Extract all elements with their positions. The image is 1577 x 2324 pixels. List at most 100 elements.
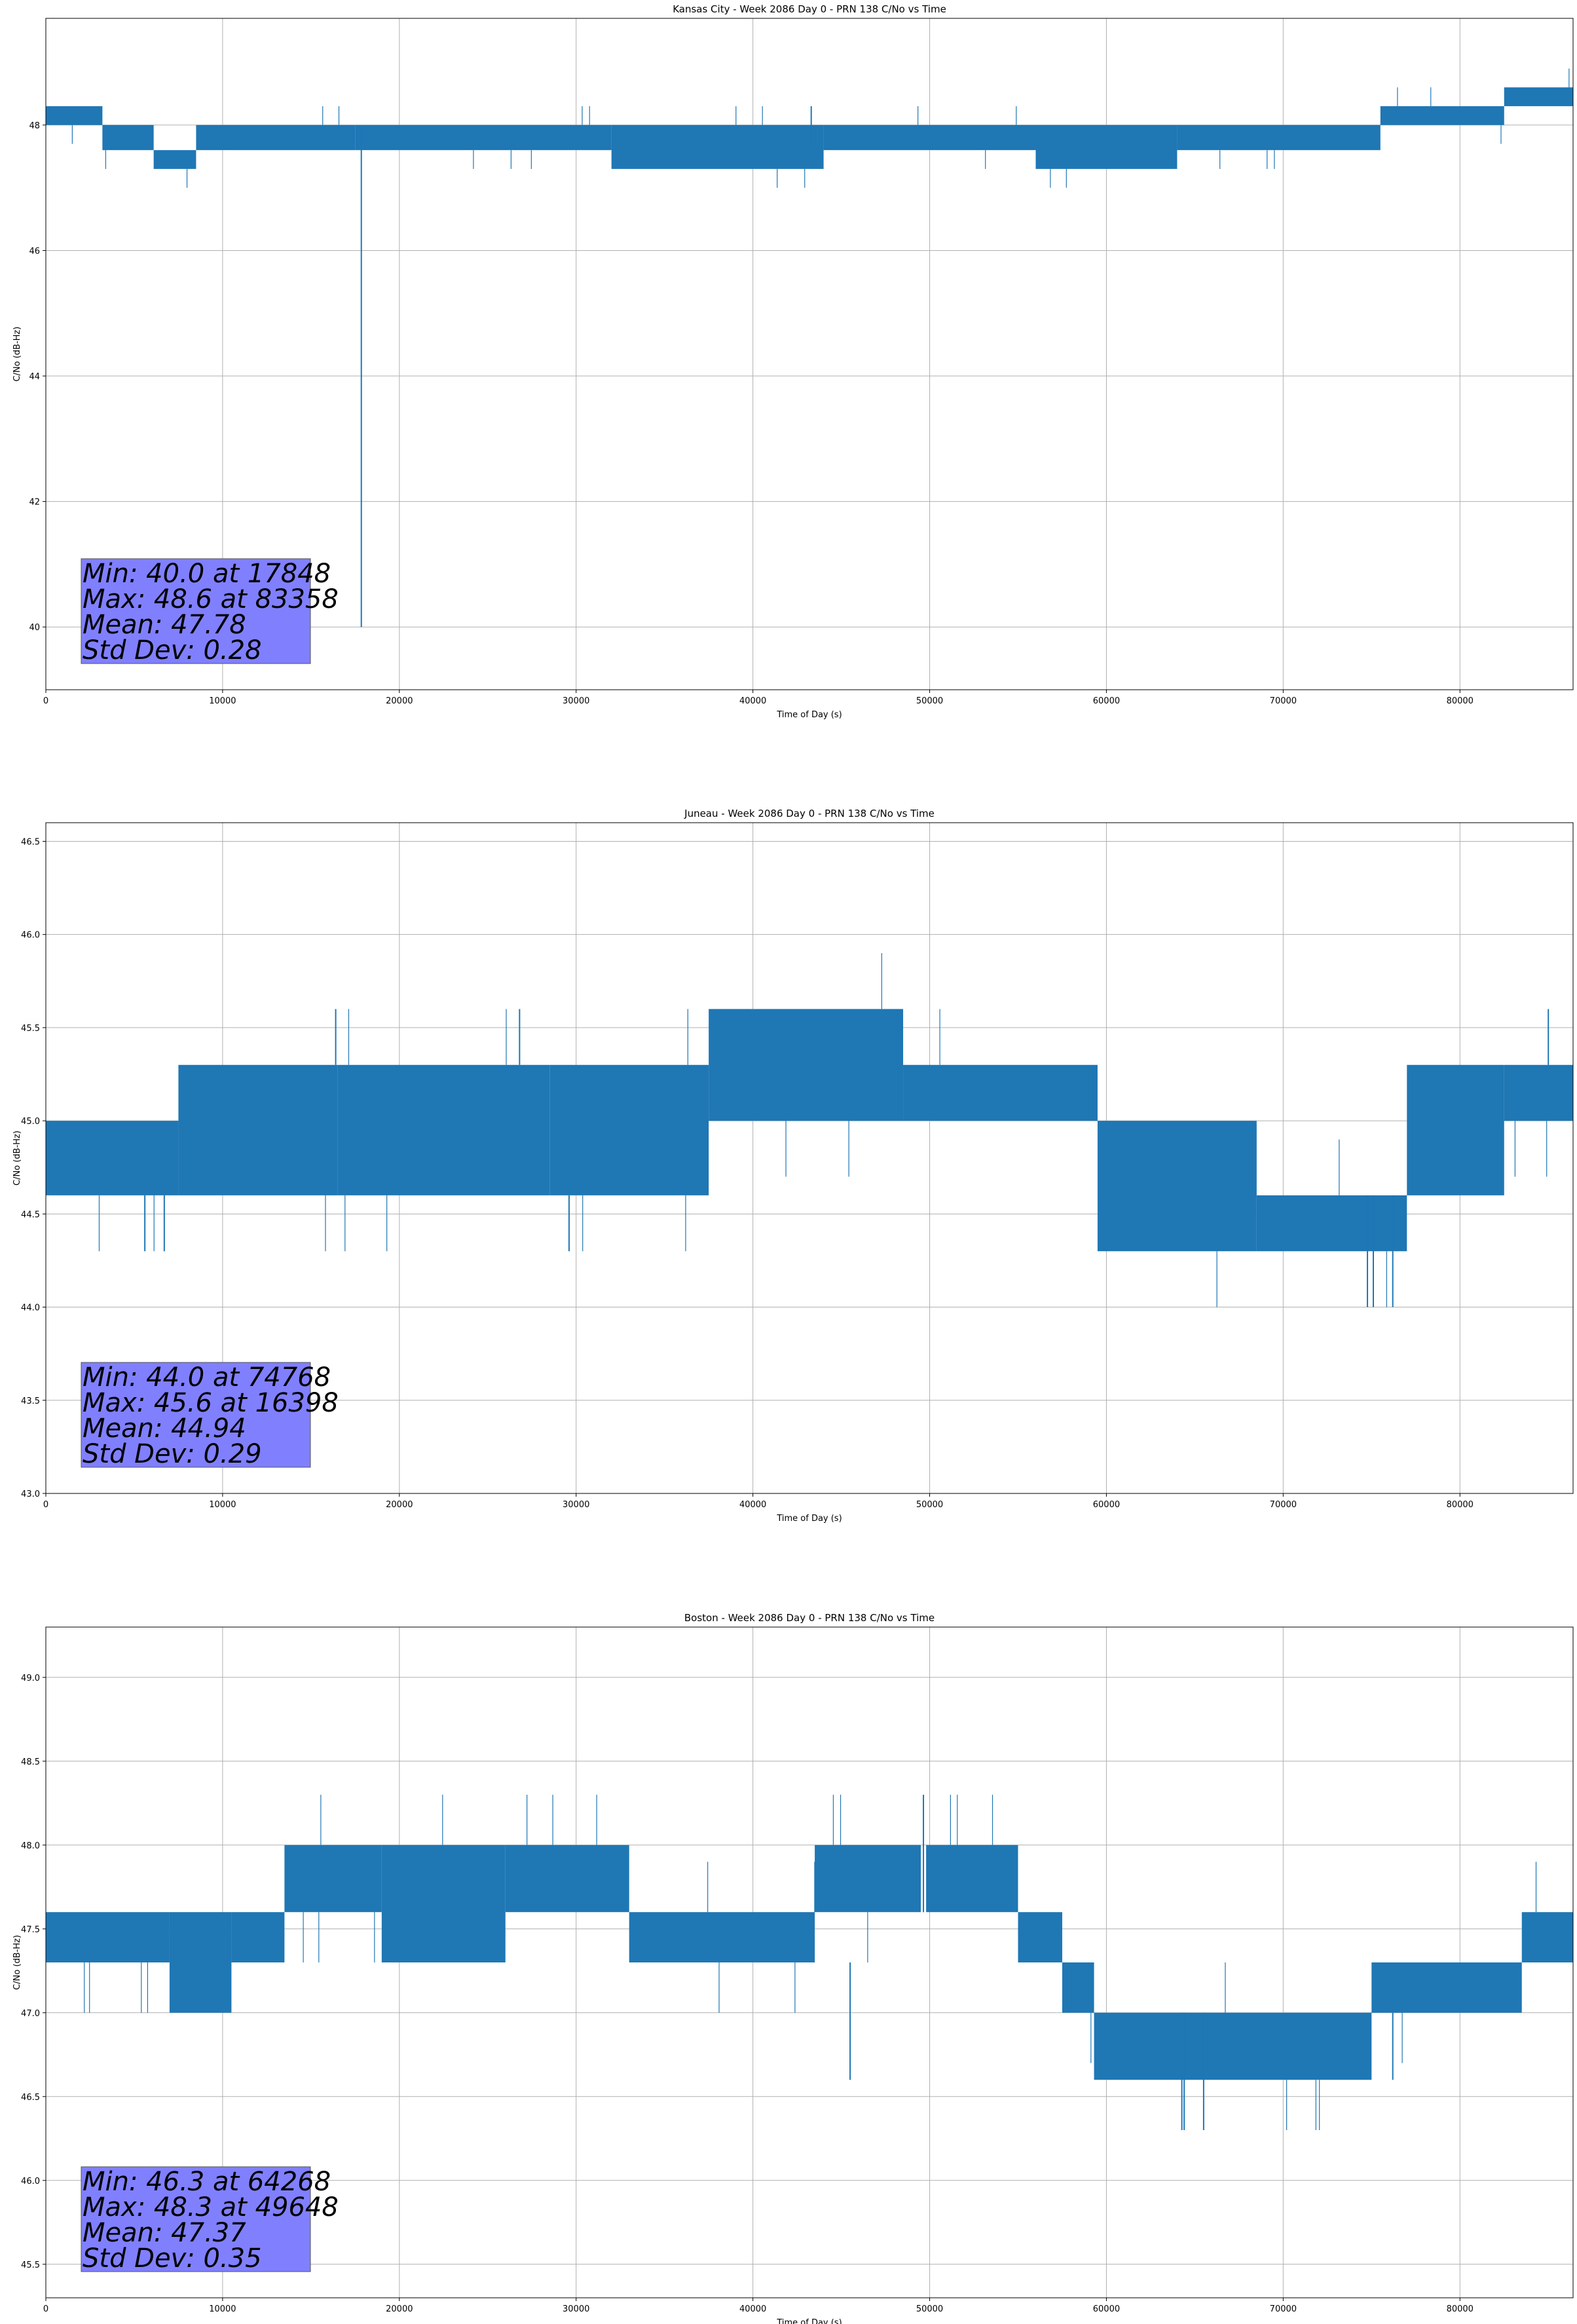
data-excursions [918,106,1017,169]
y-tick-label: 46 [29,246,40,256]
stats-min: Min: 44.0 at 74768 [83,1362,331,1393]
data-band [505,1845,629,1913]
y-tick-label: 45.0 [21,1117,40,1127]
data-excursions [950,1795,993,1845]
y-tick-label: 47.0 [21,2009,40,2019]
stats-min: Min: 46.3 at 64268 [83,2167,331,2197]
data-band [46,1912,170,1962]
data-band [46,106,103,125]
data-band [284,1845,382,1913]
data-excursions [473,106,590,169]
data-band [1521,1912,1573,1962]
data-excursions [735,106,806,188]
x-axis-label: Time of Day (s) [776,710,842,720]
x-tick-label: 50000 [916,696,943,706]
y-axis-label: C/No (dB-Hz) [12,327,22,382]
data-band [549,1064,709,1195]
data-band [1371,1962,1522,2013]
data-band [169,1912,232,2013]
x-tick-label: 20000 [386,696,413,706]
data-band [611,124,824,169]
data-excursions [1219,150,1275,169]
data-band [926,1845,1018,1913]
y-tick-label: 46.5 [21,2093,40,2103]
stats-box-background [81,1362,311,1468]
x-tick-label: 80000 [1447,2304,1474,2314]
chart-title: Boston - Week 2086 Day 0 - PRN 138 C/No … [684,1612,935,1624]
data-excursions [832,1795,868,1962]
data-band [1504,1064,1573,1121]
x-tick-label: 0 [43,2304,48,2314]
stats-box: Min: 40.0 at 17848 Max: 48.6 at 83358 Me… [81,558,339,665]
plot-frame [45,822,1574,1494]
data-band [903,1064,1098,1121]
chart-panel-juneau: 0 10000 20000 30000 40000 50000 60000 70000 8000… [12,808,1574,1524]
plot-frame [45,1626,1574,2298]
stats-max: Max: 45.6 at 16398 [83,1388,339,1418]
stats-mean: Mean: 44.94 [83,1414,246,1444]
x-tick-label: 10000 [209,2304,236,2314]
data-band [355,124,612,151]
y-tick-label: 48.5 [21,1757,40,1767]
data-band [1035,124,1178,169]
x-tick-label: 20000 [386,1500,413,1510]
x-tick-label: 70000 [1270,696,1297,706]
y-tick-label: 48.0 [21,1841,40,1851]
data-excursions [707,1862,815,2013]
x-tick-label: 40000 [739,1500,766,1510]
x-tick-label: 50000 [916,2304,943,2314]
y-tick-label: 44.5 [21,1210,40,1220]
data-band [709,1009,904,1121]
data-band [1097,1121,1257,1252]
x-tick-label: 30000 [563,696,589,706]
y-tick-label: 48 [29,121,40,131]
data-band [102,124,154,151]
data-excursions [303,1795,375,1962]
x-tick-label: 60000 [1093,2304,1120,2314]
data-band [1018,1912,1062,1962]
x-tick-label: 0 [43,696,48,706]
data-excursions [84,1962,149,2013]
y-tick-label: 46.0 [21,2177,40,2186]
x-tick-label: 0 [43,1500,48,1510]
data-band [1177,124,1381,151]
y-tick-label: 42 [29,498,40,508]
data-band [1504,87,1573,107]
data-excursions [527,1795,597,1845]
x-tick-label: 70000 [1270,1500,1297,1510]
data-band [46,1121,179,1195]
x-tick-label: 10000 [209,1500,236,1510]
stats-box-background [81,2166,311,2272]
plot-frame [45,18,1574,690]
data-band [629,1912,815,1962]
stats-std: Std Dev: 0.35 [83,2243,262,2274]
data-excursions [1339,1139,1387,1307]
y-axis-label: C/No (dB-Hz) [12,1131,22,1186]
y-tick-label: 49.0 [21,1674,40,1683]
y-axis-label: C/No (dB-Hz) [12,1935,22,1990]
x-tick-label: 80000 [1447,696,1474,706]
y-tick-label: 43.5 [21,1396,40,1406]
data-excursions [98,1195,155,1252]
data-excursions [344,1009,507,1252]
data-excursions [1514,1121,1548,1177]
y-tick-label: 47.5 [21,1925,40,1935]
data-band [178,1064,338,1195]
x-tick-label: 20000 [386,2304,413,2314]
x-tick-label: 60000 [1093,696,1120,706]
data-band [1407,1064,1504,1195]
stats-max: Max: 48.6 at 83358 [83,584,339,614]
data-band [196,124,356,151]
stats-std: Std Dev: 0.29 [83,1439,262,1469]
stats-box: Min: 44.0 at 74768 Max: 45.6 at 16398 Me… [81,1362,339,1469]
y-tick-label: 44.0 [21,1303,40,1313]
stats-max: Max: 48.3 at 49648 [83,2192,339,2222]
stats-box: Min: 46.3 at 64268 Max: 48.3 at 49648 Me… [81,2166,339,2274]
x-axis-label: Time of Day (s) [776,1514,842,1524]
chart-panel-kansas-city: 0 10000 20000 30000 40000 50000 60000 70000 8000… [12,3,1574,720]
x-tick-label: 30000 [563,2304,589,2314]
data-band [823,124,1036,151]
chart-panel-boston: 0 10000 20000 30000 40000 50000 60000 70000 8000… [12,1612,1574,2324]
stats-box-background [81,558,311,664]
